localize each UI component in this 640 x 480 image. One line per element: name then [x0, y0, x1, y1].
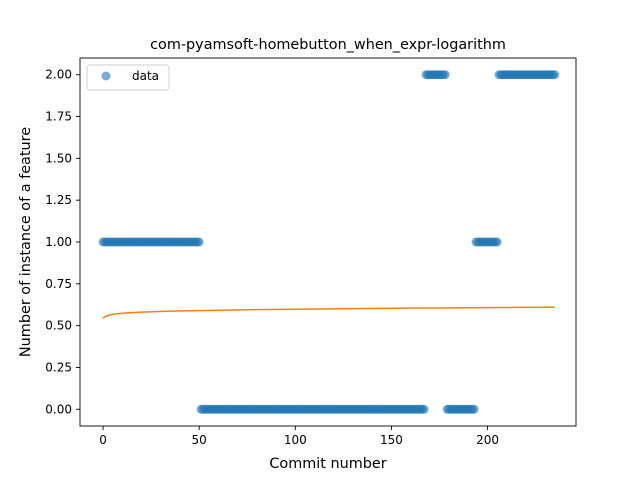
x-tick-label: 50 [192, 433, 207, 447]
legend-label-data: data [132, 69, 159, 83]
x-tick-label: 100 [284, 433, 307, 447]
y-tick-label: 0.75 [45, 277, 72, 291]
data-point [440, 70, 450, 80]
y-tick-label: 0.25 [45, 360, 72, 374]
y-tick-label: 1.25 [45, 193, 72, 207]
legend: data [86, 64, 170, 91]
y-axis-label: Number of instance of a feature [18, 127, 34, 357]
data-point [469, 404, 479, 414]
data-layer [98, 70, 560, 414]
legend-marker-data [101, 71, 111, 81]
x-tick-label: 150 [380, 433, 403, 447]
data-point [419, 404, 429, 414]
y-tick-label: 0.50 [45, 319, 72, 333]
y-tick-label: 2.00 [45, 68, 72, 82]
legend-box [86, 64, 170, 91]
y-axis: 0.00 0.25 0.50 0.75 1.00 1.25 1.50 1.75 2.00 [45, 68, 80, 416]
y-tick-label: 1.75 [45, 110, 72, 124]
y-tick-label: 0.00 [45, 402, 72, 416]
data-point [550, 70, 560, 80]
x-tick-label: 0 [99, 433, 107, 447]
x-tick-label: 200 [476, 433, 499, 447]
y-tick-label: 1.00 [45, 235, 72, 249]
chart-title: com-pyamsoft-homebutton_when_expr-logari… [150, 37, 506, 53]
data-point [194, 237, 204, 247]
fit-line-layer [102, 306, 555, 319]
fit-line [102, 306, 555, 319]
x-axis-label: Commit number [269, 456, 386, 472]
data-point [492, 237, 502, 247]
x-axis: 0 50 100 150 200 [99, 426, 499, 447]
y-tick-label: 1.50 [45, 151, 72, 165]
